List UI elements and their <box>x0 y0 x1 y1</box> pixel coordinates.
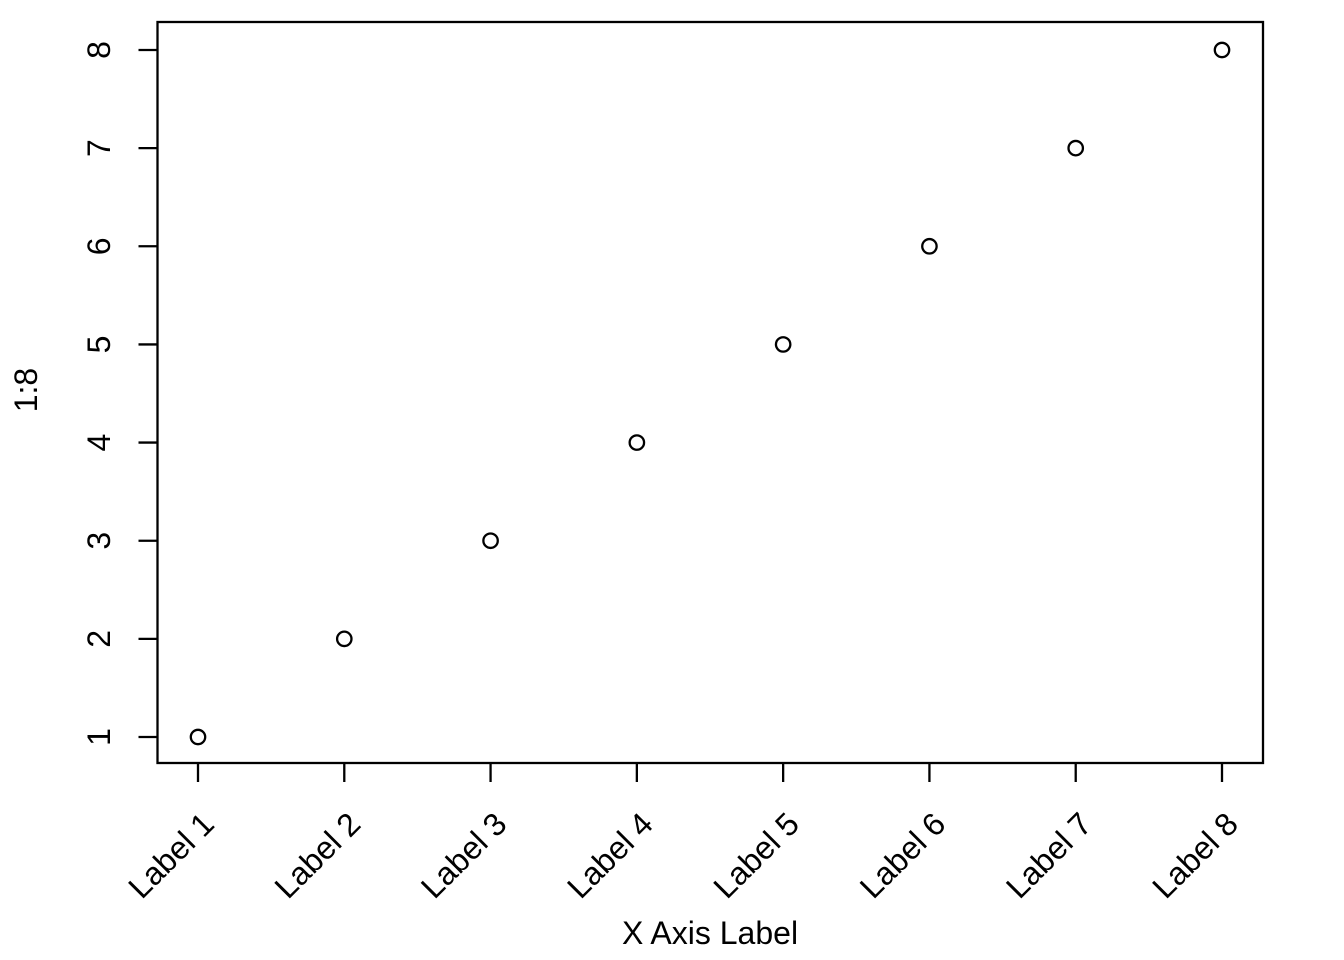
x-tick-label: Label 5 <box>706 805 806 905</box>
data-point <box>774 336 792 353</box>
x-tick-label: Label 7 <box>999 805 1099 905</box>
y-axis-ticks: 1 2 3 4 5 6 7 8 <box>81 41 158 746</box>
data-point <box>335 630 353 648</box>
y-tick-label: 4 <box>81 434 117 452</box>
x-tick-label: Label 8 <box>1145 805 1245 905</box>
data-point <box>189 728 207 746</box>
x-tick-label: Label 1 <box>121 805 221 905</box>
y-tick-label: 1 <box>81 728 117 746</box>
data-points <box>189 41 1231 746</box>
y-tick-label: 6 <box>81 237 117 255</box>
y-tick-label: 8 <box>81 41 117 59</box>
x-tick-label: Label 6 <box>853 805 953 905</box>
data-point <box>482 532 499 550</box>
data-point <box>1067 139 1085 157</box>
y-axis-title: 1:8 <box>8 368 44 412</box>
x-tick-label: Label 4 <box>560 805 660 905</box>
x-tick-label: Label 2 <box>268 805 368 905</box>
x-tick-label: Label 3 <box>414 805 514 905</box>
x-axis-ticks: Label 1 Label 2 Label 3 Label 4 Label 5 Label… <box>121 763 1245 905</box>
data-point <box>1213 41 1231 59</box>
y-tick-label: 3 <box>81 532 117 550</box>
y-tick-label: 7 <box>81 139 117 157</box>
data-point <box>921 237 938 255</box>
y-tick-label: 2 <box>81 630 117 648</box>
x-axis-title: X Axis Label <box>622 915 798 951</box>
plot-box <box>156 20 1265 765</box>
data-point <box>628 434 646 451</box>
y-tick-label: 5 <box>81 336 117 354</box>
